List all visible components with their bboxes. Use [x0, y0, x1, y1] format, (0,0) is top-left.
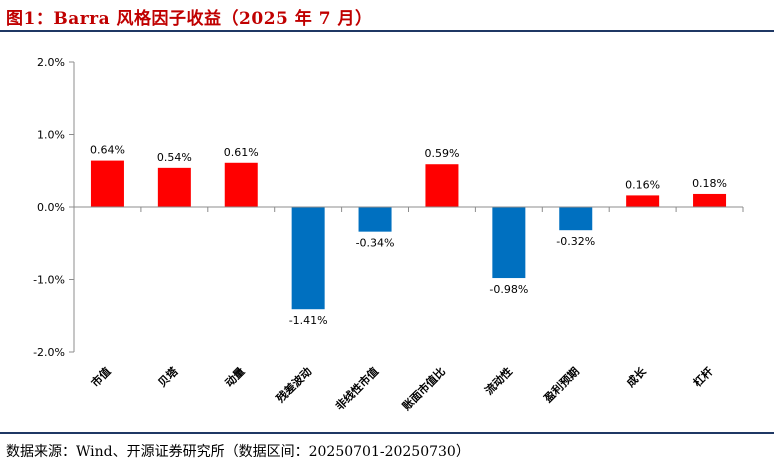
y-tick-label: 1.0% [37, 129, 65, 142]
x-tick-label: 市值 [88, 364, 113, 389]
bar-3 [224, 162, 258, 207]
title-divider [0, 30, 774, 32]
figure-title: 图1：Barra 风格因子收益（2025 年 7 月） [6, 9, 373, 29]
bar-1 [90, 160, 124, 207]
source-note: 数据来源：Wind、开源证券研究所（数据区间：20250701-20250730… [6, 444, 470, 460]
data-label: 0.54% [157, 151, 192, 164]
bar-8 [559, 207, 593, 231]
data-label: -0.32% [556, 235, 595, 248]
data-label: 0.18% [692, 177, 727, 190]
x-tick-label: 贝塔 [155, 364, 181, 390]
x-tick-label: 流动性 [482, 364, 515, 397]
data-label: 0.59% [424, 147, 459, 160]
bar-6 [425, 164, 459, 207]
bar-chart: 2.0% 1.0% 0.0% -1.0% -2.0% 0.64% 0.54% 0.61% -1… [33, 56, 744, 413]
y-tick-label: -2.0% [33, 346, 65, 359]
data-label: 0.16% [625, 178, 660, 191]
x-tick-label: 杠杆 [690, 364, 715, 389]
data-label: 0.64% [90, 144, 125, 157]
data-label: 0.61% [224, 146, 259, 159]
bar-4 [291, 207, 325, 310]
y-tick-label: 2.0% [37, 56, 65, 69]
bars [90, 160, 727, 310]
x-tick-label: 非线性市值 [332, 364, 381, 413]
bar-7 [492, 207, 526, 279]
x-tick-labels: 市值 贝塔 动量 残差波动 非线性市值 账面市值比 流动性 盈利预期 成长 杠杆 [88, 364, 716, 413]
data-labels: 0.64% 0.54% 0.61% -1.41% -0.34% 0.59% -0.98% -0… [90, 144, 727, 328]
bar-2 [157, 167, 191, 207]
bar-9 [626, 195, 660, 207]
bar-10 [693, 193, 727, 207]
y-tick-label: 0.0% [37, 201, 65, 214]
data-label: -1.41% [289, 314, 328, 327]
data-label: -0.98% [489, 283, 528, 296]
y-axis: 2.0% 1.0% 0.0% -1.0% -2.0% [33, 56, 75, 359]
x-tick-label: 盈利预期 [540, 364, 582, 406]
x-tick-label: 动量 [222, 364, 247, 389]
x-tick-label: 残差波动 [273, 364, 314, 405]
y-tick-label: -1.0% [33, 274, 65, 287]
bar-5 [358, 207, 392, 232]
footer-divider [0, 432, 774, 434]
x-tick-label: 账面市值比 [399, 364, 448, 413]
x-tick-label: 成长 [623, 364, 649, 390]
x-axis [73, 206, 744, 212]
data-label: -0.34% [356, 237, 395, 250]
